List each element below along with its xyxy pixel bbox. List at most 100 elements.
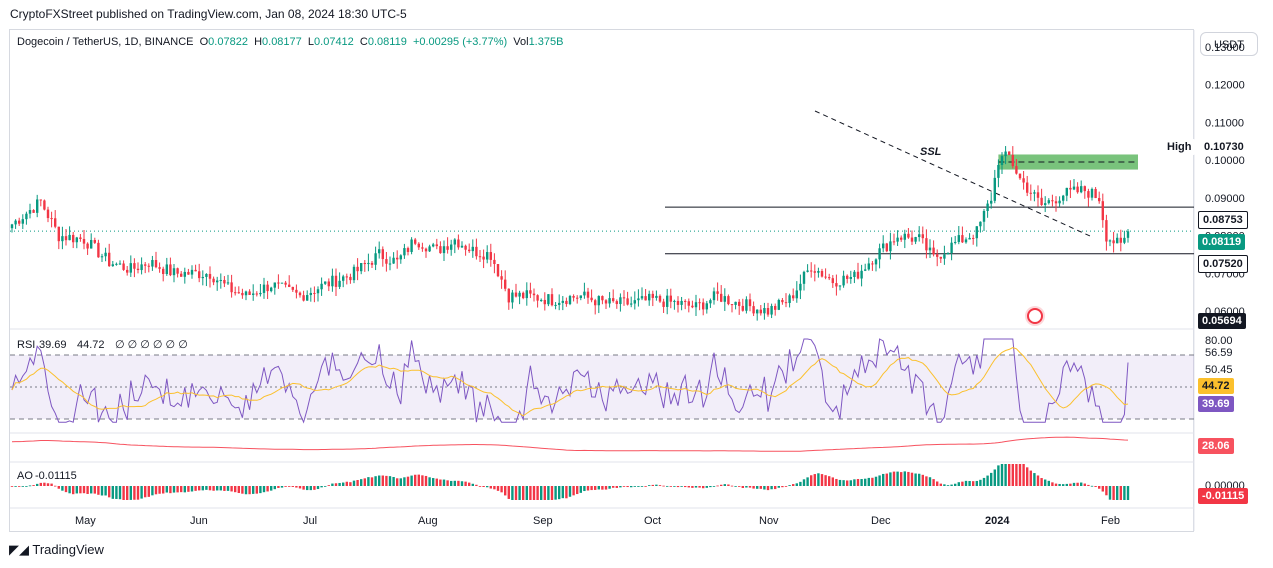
candle-body	[752, 306, 755, 314]
candle-body	[619, 297, 622, 305]
ao-bar	[28, 485, 32, 487]
candle-body	[964, 239, 968, 243]
ao-bar	[720, 484, 723, 486]
ao-bar	[500, 486, 503, 493]
candle-body	[838, 285, 842, 287]
ao-bar	[662, 485, 665, 487]
ao-bar	[716, 485, 719, 487]
candle-body	[378, 249, 381, 254]
ao-bar	[651, 484, 654, 486]
candle-body	[525, 290, 528, 299]
candle-body	[234, 292, 237, 294]
x-axis-label: 2024	[985, 515, 1010, 527]
ao-bar	[399, 478, 402, 486]
candle-body	[72, 234, 75, 243]
ao-bar	[349, 482, 352, 486]
ao-bar	[694, 486, 698, 488]
ao-bar	[1008, 464, 1011, 486]
candle-body	[1080, 186, 1083, 193]
candle-body	[640, 296, 644, 299]
ao-bar	[543, 486, 546, 500]
ao-bar	[370, 477, 374, 486]
ao-bar	[795, 483, 798, 486]
ao-bar	[475, 484, 478, 486]
candle-body	[493, 259, 496, 265]
candle-body	[313, 292, 316, 294]
candle-body	[432, 244, 435, 247]
candle-body	[990, 200, 993, 204]
candle-body	[781, 299, 784, 303]
ao-bar	[1022, 464, 1025, 486]
candle-body	[392, 257, 395, 264]
tradingview-logo[interactable]: ◤◢ TradingView	[9, 542, 104, 558]
ao-bar	[158, 486, 161, 494]
candle-body	[536, 295, 539, 301]
ao-bar	[507, 486, 510, 499]
ao-bar	[122, 486, 125, 500]
change-value: +0.00295 (+3.77%)	[412, 36, 508, 48]
ao-bar	[10, 486, 14, 487]
candle-body	[396, 257, 399, 260]
oscillator-value-tag: 28.06	[1198, 438, 1234, 454]
ao-bar	[352, 480, 356, 486]
ao-bar	[324, 485, 327, 487]
candle-body	[226, 282, 230, 284]
candle-body	[1076, 186, 1079, 193]
ao-bar	[410, 475, 413, 486]
candle-body	[417, 243, 420, 248]
ao-bar	[288, 486, 291, 487]
candle-body	[1108, 240, 1112, 242]
ao-bar	[21, 486, 24, 487]
ao-bar	[205, 486, 208, 490]
ao-bar	[972, 481, 975, 486]
candle-body	[993, 177, 996, 201]
candle-body	[720, 293, 723, 302]
ao-bar	[1090, 485, 1094, 487]
candle-body	[374, 253, 377, 265]
ao-bar	[259, 486, 262, 494]
downtrend-line	[814, 110, 1091, 237]
candle-body	[835, 283, 838, 287]
ao-bar	[14, 486, 17, 487]
symbol-name[interactable]: Dogecoin / TetherUS, 1D, BINANCE	[17, 36, 194, 48]
ao-bar	[219, 486, 222, 491]
ao-bar	[1087, 484, 1090, 486]
candle-body	[471, 246, 474, 252]
ao-bar	[684, 486, 687, 488]
ao-bar	[536, 486, 539, 500]
candle-body	[1011, 154, 1014, 167]
candle-body	[280, 282, 284, 284]
ao-bar	[176, 486, 179, 493]
ao-bar	[118, 486, 122, 500]
candle-body	[266, 284, 269, 292]
candle-body	[18, 220, 21, 224]
ao-bar	[478, 486, 482, 487]
ao-bar	[327, 485, 330, 486]
candle-body	[367, 262, 370, 265]
candle-body	[669, 295, 672, 302]
ao-bar	[576, 486, 579, 495]
ao-bar	[655, 484, 658, 486]
candle-body	[522, 292, 525, 299]
ao-bar	[50, 483, 53, 486]
candle-body	[666, 295, 669, 307]
currency-button[interactable]: USDT	[1200, 32, 1258, 56]
candle-body	[734, 301, 737, 305]
ao-bar	[424, 475, 428, 486]
ao-bar	[129, 486, 132, 500]
rsi-line	[11, 338, 1129, 424]
ao-bar	[522, 486, 525, 500]
candle-body	[932, 247, 935, 255]
ao-bar	[932, 479, 935, 486]
ao-bar	[939, 483, 942, 486]
ao-bar	[529, 486, 532, 500]
candle-body	[248, 291, 251, 295]
candle-body	[950, 242, 953, 253]
ao-bar	[1080, 482, 1083, 486]
candle-body	[673, 300, 676, 302]
candle-body	[216, 280, 219, 283]
ao-bar	[295, 486, 298, 488]
ao-bar	[435, 478, 438, 486]
candle-body	[403, 248, 406, 256]
